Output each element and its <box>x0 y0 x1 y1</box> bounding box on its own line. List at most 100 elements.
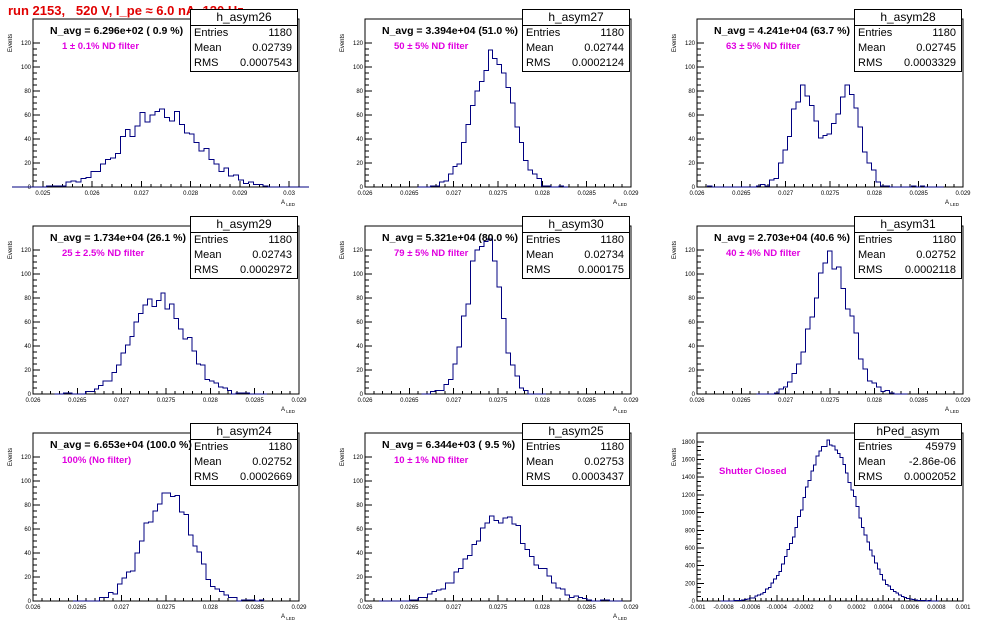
y-axis-label: Events <box>8 34 14 52</box>
x-tick-label: 0.027 <box>778 191 794 197</box>
y-tick-label: 1600 <box>682 458 696 464</box>
stats-entries-row: Entries 45979 <box>855 440 961 455</box>
x-tick-label: 0.0002 <box>847 605 866 611</box>
x-tick-label: 0.0275 <box>821 191 840 197</box>
y-tick-label: 80 <box>356 296 363 302</box>
y-tick-label: 120 <box>21 41 32 47</box>
histogram-line <box>11 108 310 188</box>
stats-box: h_asym24 Entries 1180 Mean 0.02752 RMS 0.00026… <box>190 423 298 486</box>
y-tick-label: 80 <box>356 89 363 95</box>
y-tick-label: 100 <box>21 272 32 278</box>
histogram-panel-h_asym27: 0.026 0.0265 0.027 0.0275 0.028 0.0285 0.029 0 2… <box>332 5 664 212</box>
mean-label: Mean <box>526 456 554 468</box>
rms-label: RMS <box>858 471 883 483</box>
histogram-line <box>378 515 623 602</box>
x-tick-label: 0.0275 <box>157 398 176 404</box>
rms-label: RMS <box>858 57 883 69</box>
x-tick-label: 0.029 <box>623 605 639 611</box>
stats-entries-row: Entries 1180 <box>191 26 297 41</box>
filter-label: 100% (No filter) <box>62 455 132 466</box>
stats-box: hPed_asym Entries 45979 Mean -2.86e-06 RMS 0.0… <box>854 423 962 486</box>
y-tick-label: 60 <box>356 320 363 326</box>
x-tick-label: 0.026 <box>357 398 373 404</box>
y-tick-label: 60 <box>24 527 31 533</box>
y-tick-label: 40 <box>688 344 695 350</box>
x-tick-label: 0.0265 <box>732 398 751 404</box>
histogram-panel-h_asym24: 0.026 0.0265 0.027 0.0275 0.028 0.0285 0.029 0 2… <box>0 419 332 626</box>
y-tick-label: 40 <box>356 551 363 557</box>
rms-label: RMS <box>858 264 883 276</box>
stats-mean-row: Mean 0.02744 <box>523 41 629 56</box>
mean-value: 0.02752 <box>252 456 292 468</box>
y-tick-label: 60 <box>688 113 695 119</box>
filter-label: 10 ± 1% ND filter <box>394 455 469 466</box>
entries-value: 1180 <box>268 27 292 39</box>
stats-mean-row: Mean 0.02743 <box>191 248 297 263</box>
stats-entries-row: Entries 1180 <box>191 233 297 248</box>
x-tick-label: 0.025 <box>35 191 51 197</box>
x-tick-label: 0.0285 <box>909 191 928 197</box>
x-tick-label: 0.028 <box>183 191 199 197</box>
y-tick-label: 600 <box>685 546 696 552</box>
x-tick-label: 0.026 <box>689 398 705 404</box>
x-tick-label: 0.0275 <box>489 605 508 611</box>
rms-label: RMS <box>194 471 219 483</box>
filter-label: Shutter Closed <box>719 466 787 477</box>
x-tick-label: 0.029 <box>623 398 639 404</box>
y-axis-label: Events <box>340 448 346 466</box>
y-tick-label: 100 <box>685 65 696 71</box>
y-tick-label: 0 <box>28 185 32 191</box>
entries-value: 45979 <box>925 441 956 453</box>
histogram-name: h_asym28 <box>855 10 961 26</box>
x-tick-label: 0.0275 <box>157 605 176 611</box>
histogram-svg: 0.026 0.0265 0.027 0.0275 0.028 0.0285 0.029 0 2… <box>8 225 307 414</box>
x-tick-label: 0.0275 <box>821 398 840 404</box>
mean-label: Mean <box>858 249 886 261</box>
histogram-svg: 0.026 0.0265 0.027 0.0275 0.028 0.0285 0.029 0 2… <box>340 432 639 621</box>
filter-label: 79 ± 5% ND filter <box>394 248 469 259</box>
stats-mean-row: Mean 0.02752 <box>855 248 961 263</box>
filter-label: 25 ± 2.5% ND filter <box>62 248 145 259</box>
y-tick-label: 120 <box>353 248 364 254</box>
stats-box: h_asym25 Entries 1180 Mean 0.02753 RMS 0.00034… <box>522 423 630 486</box>
y-tick-label: 40 <box>688 137 695 143</box>
y-tick-label: 20 <box>356 575 363 581</box>
x-tick-label: -0.0006 <box>740 605 761 611</box>
y-tick-label: 400 <box>685 564 696 570</box>
x-tick-label: 0.026 <box>85 191 101 197</box>
y-axis-label: Events <box>672 34 678 52</box>
y-tick-label: 80 <box>24 503 31 509</box>
histogram-panel-h_asym31: 0.026 0.0265 0.027 0.0275 0.028 0.0285 0.029 0 2… <box>664 212 996 419</box>
rms-label: RMS <box>194 264 219 276</box>
x-tick-label: 0.028 <box>535 605 551 611</box>
x-tick-label: 0 <box>828 605 832 611</box>
y-tick-label: 0 <box>28 392 32 398</box>
y-tick-label: 120 <box>353 455 364 461</box>
entries-label: Entries <box>194 27 229 39</box>
mean-value: 0.02745 <box>916 42 956 54</box>
x-tick-label: 0.027 <box>114 605 130 611</box>
entries-value: 1180 <box>600 441 624 453</box>
histogram-name: h_asym24 <box>191 424 297 440</box>
x-tick-label: 0.026 <box>25 398 41 404</box>
stats-rms-row: RMS 0.0002118 <box>855 263 961 278</box>
x-axis-label: A LED <box>945 200 960 207</box>
y-axis-label: Events <box>672 241 678 259</box>
entries-label: Entries <box>194 234 229 246</box>
y-tick-label: 100 <box>685 272 696 278</box>
y-tick-label: 60 <box>24 113 31 119</box>
mean-value: -2.86e-06 <box>908 456 956 468</box>
y-tick-label: 0 <box>360 392 364 398</box>
y-tick-label: 120 <box>685 248 696 254</box>
mean-label: Mean <box>858 456 886 468</box>
y-tick-label: 100 <box>21 65 32 71</box>
y-tick-label: 40 <box>356 137 363 143</box>
stats-entries-row: Entries 1180 <box>523 233 629 248</box>
y-tick-label: 800 <box>685 528 696 534</box>
x-tick-label: 0.028 <box>535 398 551 404</box>
rms-value: 0.0002052 <box>904 471 956 483</box>
x-tick-label: 0.0275 <box>489 398 508 404</box>
mean-label: Mean <box>194 42 222 54</box>
y-tick-label: 80 <box>24 89 31 95</box>
x-axis-label: A LED <box>281 614 296 621</box>
